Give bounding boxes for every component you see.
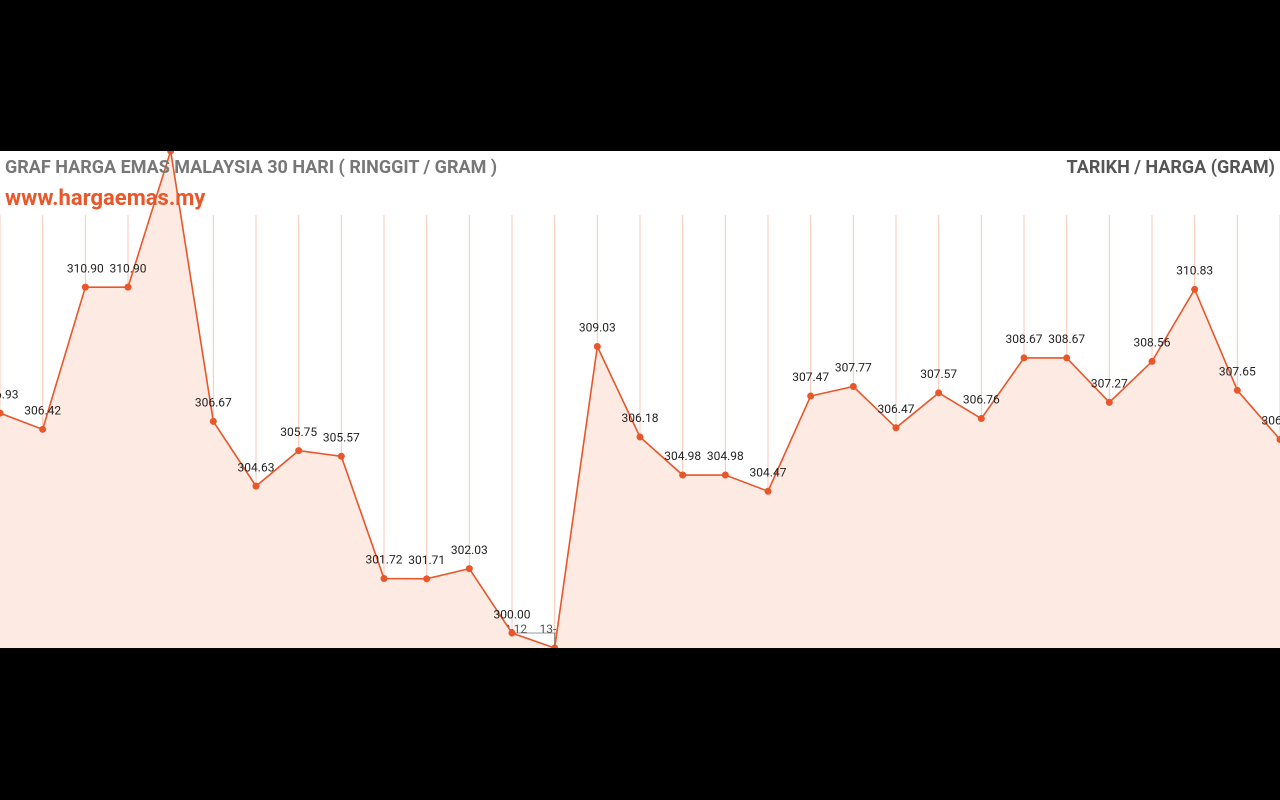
value-label: 306.42 <box>24 404 61 418</box>
plot: 1-122-123-124-125-126-127-128-129-1210-1… <box>0 151 1280 648</box>
site-link[interactable]: www.hargaemas.my <box>5 186 206 211</box>
legend-title: TARIKH / HARGA (GRAM) <box>1067 157 1275 178</box>
point <box>337 452 345 460</box>
value-label: 307.77 <box>835 361 872 375</box>
point <box>81 283 89 291</box>
point <box>807 392 815 400</box>
point <box>1020 354 1028 362</box>
value-label: 302.03 <box>451 543 488 557</box>
value-label: 307.27 <box>1091 377 1128 391</box>
point <box>1105 398 1113 406</box>
value-label: 308.67 <box>1006 332 1043 346</box>
value-label: 308.56 <box>1134 336 1171 350</box>
value-label: 304.47 <box>750 465 787 479</box>
point <box>423 575 431 583</box>
point <box>935 389 943 397</box>
point <box>209 417 217 425</box>
value-label: 308.67 <box>1048 332 1085 346</box>
value-label: 307.57 <box>920 367 957 381</box>
point <box>252 482 260 490</box>
value-label: 301.71 <box>408 553 445 567</box>
area <box>0 151 1280 648</box>
value-label: 304.63 <box>238 460 275 474</box>
point <box>721 471 729 479</box>
value-label: 310.90 <box>67 261 104 275</box>
point <box>679 471 687 479</box>
value-label: 306.18 <box>622 411 659 425</box>
value-label: 304.98 <box>707 449 744 463</box>
point <box>1233 386 1241 394</box>
point <box>124 283 132 291</box>
value-label: 307.65 <box>1219 364 1256 378</box>
value-label: 305.57 <box>323 430 360 444</box>
value-label: 306.10 <box>1262 414 1280 428</box>
value-label: 307.47 <box>792 370 829 384</box>
value-label: 305.75 <box>280 425 317 439</box>
value-label: 306.47 <box>878 402 915 416</box>
point <box>764 487 772 495</box>
chart-title: GRAF HARGA EMAS MALAYSIA 30 HARI ( RINGG… <box>5 157 497 178</box>
value-label: 309.03 <box>579 321 616 335</box>
point <box>1148 357 1156 365</box>
value-label: 306.67 <box>195 396 232 410</box>
point <box>380 574 388 582</box>
point <box>508 629 516 637</box>
point <box>465 565 473 573</box>
value-label: 304.98 <box>664 449 701 463</box>
point <box>1063 354 1071 362</box>
value-label: 310.90 <box>110 261 147 275</box>
point <box>39 425 47 433</box>
value-label: 310.83 <box>1176 264 1213 278</box>
point <box>977 415 985 423</box>
point <box>849 382 857 390</box>
point <box>295 447 303 455</box>
value-label: 300.00 <box>494 607 531 621</box>
point <box>1191 285 1199 293</box>
value-label: 306.76 <box>963 393 1000 407</box>
point <box>551 644 559 648</box>
point <box>593 342 601 350</box>
point <box>1276 435 1280 443</box>
value-label: 301.72 <box>366 553 403 567</box>
value-label: 306.93 <box>0 387 18 401</box>
point <box>167 151 175 155</box>
point <box>892 424 900 432</box>
point <box>636 433 644 441</box>
point <box>0 409 4 417</box>
